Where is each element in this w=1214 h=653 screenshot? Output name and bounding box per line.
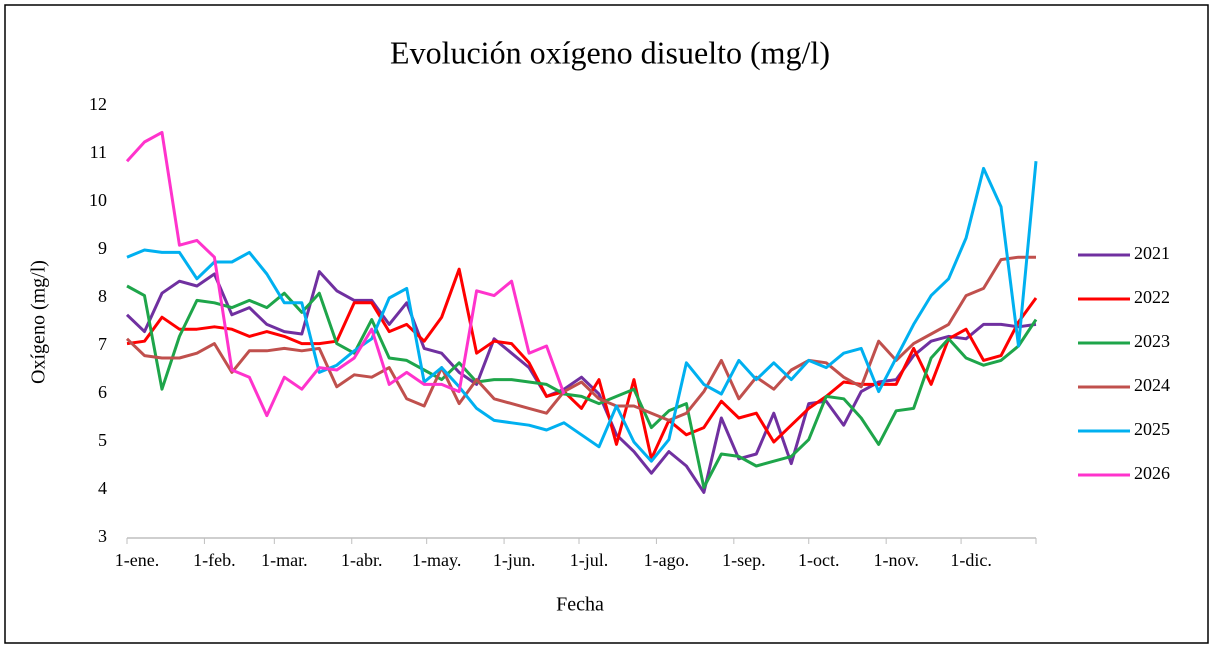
x-tick-label: 1-feb. (193, 550, 235, 570)
legend-label: 2024 (1134, 375, 1170, 395)
legend-label: 2021 (1134, 243, 1170, 263)
y-tick-label: 5 (98, 430, 107, 450)
x-axis-label: Fecha (556, 594, 604, 616)
legend-label: 2026 (1134, 463, 1170, 483)
series-line (126, 161, 1038, 463)
x-tick-label: 1-abr. (341, 550, 382, 570)
y-tick-label: 11 (90, 142, 107, 162)
legend-label: 2023 (1134, 331, 1170, 351)
x-tick-label: 1-sep. (722, 550, 766, 570)
series-line (126, 267, 1038, 461)
series-line (125, 255, 1036, 422)
x-tick-label: 1-dic. (950, 550, 991, 570)
y-tick-label: 7 (98, 334, 107, 354)
y-tick-label: 8 (98, 286, 107, 306)
chart-title: Evolución oxígeno disuelto (mg/l) (390, 34, 830, 70)
x-tick-label: 1-ene. (115, 550, 159, 570)
legend-label: 2022 (1134, 287, 1170, 307)
legend-label: 2025 (1134, 419, 1170, 439)
y-axis-label: Oxígeno (mg/l) (28, 260, 50, 384)
x-tick-label: 1-may. (412, 550, 461, 570)
y-tick-label: 6 (98, 382, 107, 402)
x-tick-label: 1-jul. (570, 550, 609, 570)
x-tick-label: 1-jun. (493, 550, 536, 570)
series-line (125, 130, 566, 418)
y-tick-label: 4 (98, 478, 107, 498)
x-tick-label: 1-oct. (798, 550, 839, 570)
x-tick-label: 1-mar. (261, 550, 308, 570)
y-tick-label: 3 (98, 526, 107, 546)
x-tick-label: 1-nov. (874, 550, 919, 570)
x-tick-label: 1-ago. (644, 550, 689, 570)
y-tick-label: 9 (98, 238, 107, 258)
y-tick-label: 12 (89, 94, 107, 114)
y-tick-label: 10 (89, 190, 107, 210)
series-line (126, 284, 1038, 490)
